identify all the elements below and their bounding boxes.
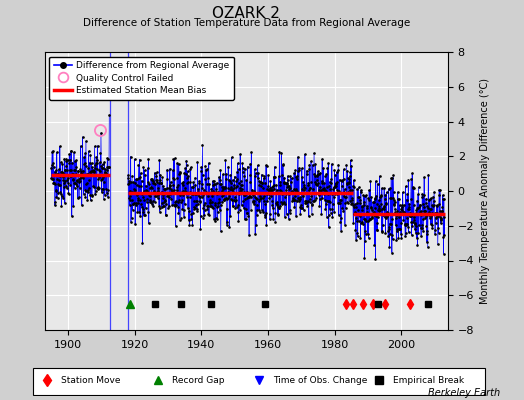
- Text: OZARK 2: OZARK 2: [212, 6, 280, 21]
- Text: Difference of Station Temperature Data from Regional Average: Difference of Station Temperature Data f…: [83, 18, 410, 28]
- Text: Station Move: Station Move: [61, 376, 121, 385]
- Text: Record Gap: Record Gap: [172, 376, 224, 385]
- Text: Time of Obs. Change: Time of Obs. Change: [273, 376, 368, 385]
- Legend: Difference from Regional Average, Quality Control Failed, Estimated Station Mean: Difference from Regional Average, Qualit…: [49, 56, 234, 100]
- Y-axis label: Monthly Temperature Anomaly Difference (°C): Monthly Temperature Anomaly Difference (…: [480, 78, 490, 304]
- FancyBboxPatch shape: [34, 368, 485, 394]
- Text: Empirical Break: Empirical Break: [393, 376, 464, 385]
- Text: Berkeley Earth: Berkeley Earth: [428, 388, 500, 398]
